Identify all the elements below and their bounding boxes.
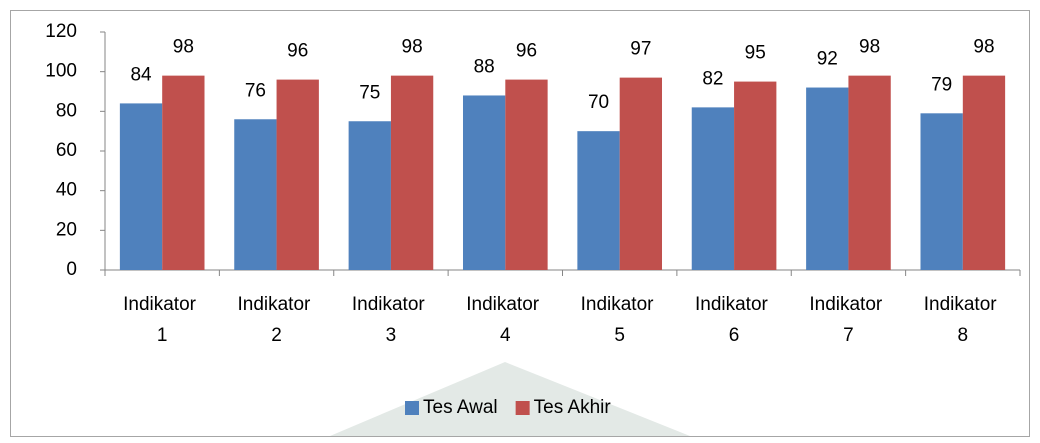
y-tick-label: 40 — [56, 180, 77, 201]
legend-swatch — [405, 401, 419, 415]
bar — [691, 107, 735, 270]
data-label: 70 — [588, 92, 609, 113]
data-label: 98 — [173, 37, 194, 58]
bar — [505, 79, 548, 270]
bar — [806, 87, 849, 271]
legend-swatch — [515, 401, 530, 415]
bar — [390, 75, 434, 270]
bar — [619, 77, 663, 270]
bar — [348, 121, 391, 270]
legend-label: Tes Awal — [423, 397, 498, 418]
data-label: 82 — [702, 68, 723, 89]
bar — [734, 81, 777, 270]
y-tick-label: 60 — [56, 140, 77, 161]
x-tick-label: Indikator 3 — [352, 294, 430, 346]
bar — [234, 119, 277, 271]
y-tick-label: 100 — [45, 61, 77, 82]
x-tick-label: Indikator 5 — [581, 294, 659, 346]
x-tick-label: Indikator 2 — [237, 294, 315, 346]
data-label: 76 — [245, 80, 266, 101]
y-tick-label: 0 — [66, 259, 77, 280]
data-label: 79 — [931, 74, 952, 95]
y-tick-label: 80 — [56, 100, 77, 121]
bar — [577, 131, 620, 270]
data-label: 75 — [359, 82, 380, 103]
y-tick-label: 120 — [45, 21, 77, 42]
bar — [162, 75, 205, 270]
bar — [848, 75, 891, 270]
x-tick-label: Indikator 6 — [695, 294, 773, 346]
bar — [962, 75, 1006, 270]
y-tick-label: 20 — [56, 219, 77, 240]
x-tick-label: Indikator 7 — [809, 294, 887, 346]
data-label: 84 — [130, 64, 152, 85]
data-label: 98 — [973, 37, 994, 58]
x-tick-label: Indikator 1 — [123, 294, 201, 346]
data-label: 96 — [287, 41, 308, 62]
x-tick-label: Indikator 4 — [466, 294, 544, 346]
data-label: 92 — [817, 49, 838, 70]
data-label: 97 — [630, 39, 651, 60]
data-label: 96 — [516, 41, 537, 62]
data-label: 88 — [474, 56, 495, 77]
data-label: 98 — [402, 37, 423, 58]
bar — [920, 113, 963, 270]
bar — [462, 95, 506, 270]
bar — [276, 79, 319, 270]
bar — [119, 103, 163, 271]
data-label: 98 — [859, 37, 880, 58]
x-tick-label: Indikator 8 — [924, 294, 1002, 346]
data-label: 95 — [745, 43, 766, 64]
watermark — [330, 362, 690, 436]
legend-label: Tes Akhir — [534, 397, 612, 418]
